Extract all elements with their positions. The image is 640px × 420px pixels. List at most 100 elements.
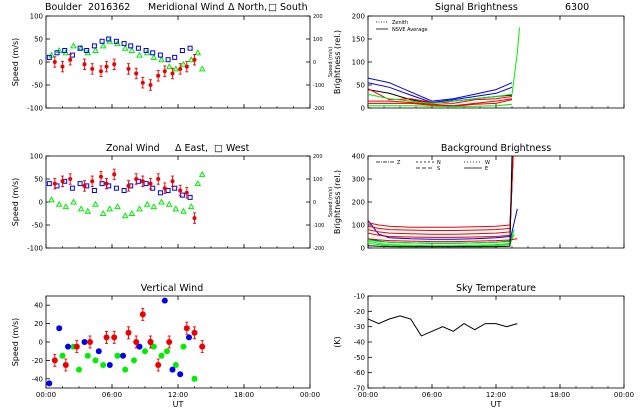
- vertical-zenith-marker: [199, 343, 206, 350]
- background-legend-item: W: [485, 160, 490, 166]
- background-line-10: [368, 156, 513, 248]
- signal-brightness-plot: 0 50 100 150 200 Brightness (rel.) ZenithNSVE …: [333, 13, 625, 113]
- zonal-wind-plot: -100 -50 0 50 100 -200 -100 0 100 200 Speed (m/s) S…: [11, 153, 334, 253]
- vertical-ylabel: Speed (m/s): [11, 318, 20, 367]
- signal-ytick-label: 100: [352, 59, 365, 67]
- sky-ytick-label: -20: [354, 308, 365, 316]
- sky-xtick-label: 12:00: [486, 391, 506, 399]
- meridional-south-marker: [84, 48, 90, 53]
- vertical-zenith-marker: [191, 329, 198, 336]
- zonal-north-marker: [198, 170, 206, 177]
- meridional-zenith-marker: [162, 69, 167, 74]
- zonal-zenith-marker: [134, 177, 139, 181]
- meridional-south-marker: [143, 48, 149, 53]
- meridional-north-marker: [99, 42, 107, 49]
- background-ytick-label: 400: [352, 153, 365, 161]
- vertical-dot-marker: [100, 362, 107, 368]
- background-legend-item: Z: [397, 160, 401, 166]
- zonal-north-marker: [172, 205, 180, 212]
- zonal-north-marker: [143, 200, 151, 207]
- zonal-zenith-marker: [192, 216, 197, 221]
- vertical-dot-marker: [186, 334, 192, 341]
- zonal-north-marker: [187, 203, 195, 210]
- zonal-north-marker: [165, 200, 173, 207]
- vertical-dot-marker: [56, 325, 63, 332]
- zonal-y2tick-label: -200: [313, 246, 324, 252]
- sky-ytick-label: -30: [354, 323, 365, 331]
- meridional-plot-area: [46, 36, 206, 91]
- sky-title: Sky Temperature: [456, 283, 536, 294]
- zonal-north-marker: [158, 198, 165, 205]
- meridional-zenith-marker: [82, 62, 87, 67]
- meridional-zenith-marker: [60, 64, 65, 69]
- signal-line-0: [368, 77, 513, 102]
- zonal-zenith-marker: [82, 183, 87, 188]
- zonal-zenith-marker: [140, 179, 145, 184]
- meridional-south-marker: [106, 36, 112, 42]
- meridional-ylabel: Speed (m/s): [11, 38, 20, 87]
- sky-ytick-label: -70: [354, 385, 365, 393]
- meridional-y2tick-label: 200: [313, 14, 323, 20]
- vertical-dot-marker: [84, 352, 91, 359]
- vertical-dot-marker: [81, 339, 88, 345]
- signal-line-6: [368, 27, 520, 104]
- zonal-ylabel: Speed (m/s): [11, 178, 20, 227]
- sky-ytick-label: -60: [354, 369, 365, 377]
- sky-frame: [367, 295, 625, 389]
- vertical-ytick-label: 40: [34, 302, 43, 310]
- background-ytick-label: 200: [352, 199, 365, 207]
- background-line-3: [368, 156, 514, 235]
- sky-xtick-label: 00:00: [358, 391, 378, 399]
- zonal-north-marker: [77, 205, 85, 212]
- meridional-ytick-label: -50: [32, 82, 43, 90]
- zonal-zenith-marker: [162, 186, 167, 191]
- vertical-dot-marker: [120, 352, 126, 359]
- vertical-xtick-label: 06:00: [102, 391, 122, 399]
- vertical-plot-area: [46, 297, 206, 387]
- zonal-legend-east: Δ East,: [175, 143, 208, 154]
- zonal-plot-area: [46, 168, 206, 224]
- meridional-zenith-marker: [90, 66, 95, 71]
- vertical-dot-marker: [169, 366, 176, 373]
- vertical-wind-plot: 00:00 06:00 12:00 18:00 00:00 -40 -20 0 20 40 Spee…: [11, 295, 320, 409]
- meridional-ytick-label: 100: [30, 13, 43, 21]
- zonal-zenith-marker: [184, 190, 189, 195]
- vertical-dot-marker: [92, 357, 99, 364]
- sky-ytick-label: -10: [354, 293, 365, 301]
- signal-line-4: [368, 98, 513, 107]
- zonal-zenith-marker: [68, 177, 73, 181]
- vertical-zenith-marker: [103, 334, 110, 341]
- zonal-north-marker: [194, 180, 202, 187]
- zonal-zenith-marker: [156, 177, 161, 181]
- vertical-dot-marker: [106, 362, 113, 368]
- zonal-zenith-marker: [90, 179, 95, 184]
- vertical-zenith-marker: [147, 339, 154, 345]
- zonal-title: Zonal Wind: [106, 143, 160, 154]
- meridional-zenith-marker: [156, 73, 161, 78]
- vertical-title: Vertical Wind: [141, 283, 203, 294]
- zonal-y2tick-label: 100: [313, 177, 323, 183]
- meridional-frame: [45, 15, 311, 109]
- meridional-south-marker: [165, 57, 171, 63]
- vertical-dot-marker: [191, 375, 198, 382]
- vertical-dot-marker: [150, 343, 157, 350]
- background-frame: [367, 155, 625, 249]
- vertical-zenith-marker: [133, 339, 140, 345]
- zonal-south-marker: [113, 185, 119, 191]
- sky-ytick-label: -40: [354, 339, 365, 347]
- signal-line-1: [368, 82, 513, 104]
- sky-ylabel: (K): [333, 336, 342, 348]
- zonal-ytick-label: -100: [27, 245, 43, 253]
- sky-line-0: [368, 315, 518, 337]
- background-brightness-plot: 0 100 200 300 400 Brightness (rel.) Z NS WE: [333, 153, 625, 253]
- vertical-dot-marker: [177, 371, 184, 378]
- vertical-dot-marker: [59, 352, 66, 359]
- zonal-y2label: Speed (m/s): [328, 187, 334, 217]
- meridional-north-marker: [150, 53, 158, 60]
- vertical-zenith-marker: [51, 357, 58, 364]
- zonal-north-marker: [106, 205, 114, 212]
- zonal-zenith-marker: [60, 179, 65, 184]
- vertical-zenith-marker: [62, 362, 69, 368]
- zonal-north-marker: [150, 203, 158, 210]
- zonal-legend-west: □ West: [214, 143, 250, 154]
